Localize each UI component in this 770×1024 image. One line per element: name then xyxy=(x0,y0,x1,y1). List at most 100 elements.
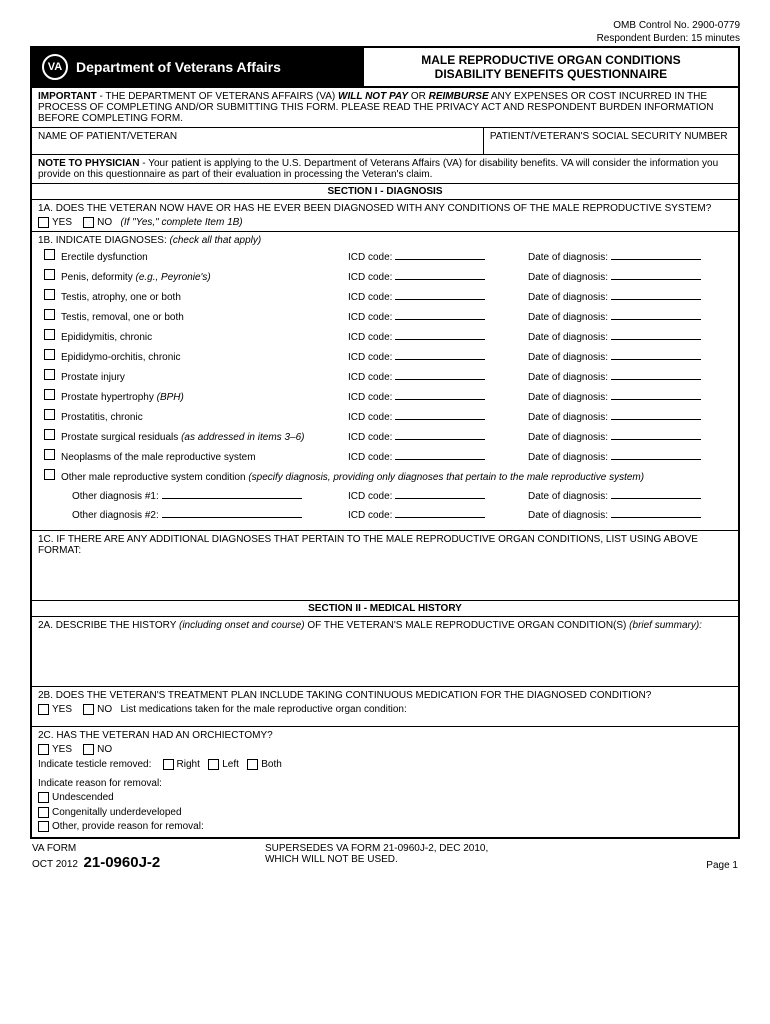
diag-icd-label-9: ICD code: xyxy=(348,432,392,443)
diag-icd-input-9[interactable] xyxy=(395,430,485,440)
other2-icd-label: ICD code: xyxy=(348,510,392,521)
diag-date-label-4: Date of diagnosis: xyxy=(528,332,608,343)
diag-date-label-9: Date of diagnosis: xyxy=(528,432,608,443)
q2c-text: 2C. HAS THE VETERAN HAD AN ORCHIECTOMY? xyxy=(38,730,732,741)
reason-undescended-checkbox[interactable] xyxy=(38,792,49,803)
diag-date-label-1: Date of diagnosis: xyxy=(528,272,608,283)
q2c-no-checkbox[interactable] xyxy=(83,744,94,755)
diag-checkbox-2[interactable] xyxy=(44,289,55,300)
diag-date-input-4[interactable] xyxy=(611,330,701,340)
testicle-right-checkbox[interactable] xyxy=(163,759,174,770)
diag-checkbox-4[interactable] xyxy=(44,329,55,340)
q1b-block: 1B. INDICATE DIAGNOSES: (check all that … xyxy=(32,232,738,531)
reason-undescended: Undescended xyxy=(52,793,114,804)
q2b-yes-checkbox[interactable] xyxy=(38,704,49,715)
diag-date-input-3[interactable] xyxy=(611,310,701,320)
note-label: NOTE TO PHYSICIAN xyxy=(38,158,140,169)
important-notice: IMPORTANT - THE DEPARTMENT OF VETERANS A… xyxy=(32,88,738,128)
diag-other-checkbox[interactable] xyxy=(44,469,55,480)
q1b-hint: (check all that apply) xyxy=(167,235,262,246)
section2-heading: SECTION II - MEDICAL HISTORY xyxy=(32,601,738,617)
patient-row: NAME OF PATIENT/VETERAN PATIENT/VETERAN'… xyxy=(32,128,738,155)
q1a-yes-checkbox[interactable] xyxy=(38,217,49,228)
dept-cell: VA Department of Veterans Affairs xyxy=(32,48,364,86)
footer-supersedes1: SUPERSEDES VA FORM 21-0960J-2, DEC 2010, xyxy=(265,843,505,854)
diag-icd-label-2: ICD code: xyxy=(348,292,392,303)
testicle-left-checkbox[interactable] xyxy=(208,759,219,770)
q2c-yes-checkbox[interactable] xyxy=(38,744,49,755)
patient-ssn-field[interactable]: PATIENT/VETERAN'S SOCIAL SECURITY NUMBER xyxy=(484,128,738,154)
q1a-yes-label: YES xyxy=(52,217,72,228)
other2-input[interactable] xyxy=(162,508,302,518)
diag-checkbox-9[interactable] xyxy=(44,429,55,440)
diag-date-input-7[interactable] xyxy=(611,390,701,400)
diag-date-input-8[interactable] xyxy=(611,410,701,420)
other1-date-input[interactable] xyxy=(611,489,701,499)
diag-icd-input-6[interactable] xyxy=(395,370,485,380)
diag-icd-input-4[interactable] xyxy=(395,330,485,340)
diag-checkbox-1[interactable] xyxy=(44,269,55,280)
reason-other-checkbox[interactable] xyxy=(38,821,49,832)
testicle-both-checkbox[interactable] xyxy=(247,759,258,770)
diag-date-input-5[interactable] xyxy=(611,350,701,360)
reason-congenital: Congenitally underdeveloped xyxy=(52,807,182,818)
form-container: VA Department of Veterans Affairs MALE R… xyxy=(30,46,740,839)
diag-icd-input-0[interactable] xyxy=(395,250,485,260)
diag-checkbox-6[interactable] xyxy=(44,369,55,380)
other-diag-1-row: Other diagnosis #1: ICD code: Date of di… xyxy=(38,486,732,505)
diag-date-input-0[interactable] xyxy=(611,250,701,260)
diag-date-input-1[interactable] xyxy=(611,270,701,280)
diag-date-input-6[interactable] xyxy=(611,370,701,380)
patient-ssn-label: PATIENT/VETERAN'S SOCIAL SECURITY NUMBER xyxy=(490,131,728,142)
diag-checkbox-10[interactable] xyxy=(44,449,55,460)
other2-date-label: Date of diagnosis: xyxy=(528,510,608,521)
diag-icd-label-3: ICD code: xyxy=(348,312,392,323)
burden-line: Respondent Burden: 15 minutes xyxy=(30,33,740,44)
diag-row-6: Prostate injuryICD code: Date of diagnos… xyxy=(38,366,732,386)
diag-checkbox-5[interactable] xyxy=(44,349,55,360)
patient-name-field[interactable]: NAME OF PATIENT/VETERAN xyxy=(32,128,484,154)
diag-icd-label-7: ICD code: xyxy=(348,392,392,403)
diag-date-input-10[interactable] xyxy=(611,450,701,460)
footer: VA FORM OCT 2012 21-0960J-2 SUPERSEDES V… xyxy=(30,843,740,871)
diag-icd-input-8[interactable] xyxy=(395,410,485,420)
q1a-hint: (If "Yes," complete Item 1B) xyxy=(120,217,242,228)
diag-checkbox-8[interactable] xyxy=(44,409,55,420)
testicle-right: Right xyxy=(177,759,200,770)
diag-date-input-2[interactable] xyxy=(611,290,701,300)
section1-heading: SECTION I - DIAGNOSIS xyxy=(32,184,738,200)
q2b-yes: YES xyxy=(52,704,72,715)
q2b-no-checkbox[interactable] xyxy=(83,704,94,715)
diag-icd-input-2[interactable] xyxy=(395,290,485,300)
other1-input[interactable] xyxy=(162,489,302,499)
footer-page: Page 1 xyxy=(706,860,738,871)
diag-row-9: Prostate surgical residuals (as addresse… xyxy=(38,426,732,446)
diag-icd-input-5[interactable] xyxy=(395,350,485,360)
footer-va-form: VA FORM xyxy=(32,843,265,854)
diag-checkbox-0[interactable] xyxy=(44,249,55,260)
q2a-row[interactable]: 2A. DESCRIBE THE HISTORY (including onse… xyxy=(32,617,738,687)
diag-date-label-3: Date of diagnosis: xyxy=(528,312,608,323)
q1a-no-checkbox[interactable] xyxy=(83,217,94,228)
diag-label-5: Epididymo-orchitis, chronic xyxy=(61,352,181,363)
diag-icd-input-1[interactable] xyxy=(395,270,485,280)
other2-label: Other diagnosis #2: xyxy=(72,510,159,521)
diag-row-1: Penis, deformity (e.g., Peyronie's)ICD c… xyxy=(38,266,732,286)
other2-date-input[interactable] xyxy=(611,508,701,518)
other1-icd-input[interactable] xyxy=(395,489,485,499)
q1c-text: 1C. IF THERE ARE ANY ADDITIONAL DIAGNOSE… xyxy=(38,534,698,556)
diag-checkbox-3[interactable] xyxy=(44,309,55,320)
reason-congenital-checkbox[interactable] xyxy=(38,807,49,818)
diag-date-input-9[interactable] xyxy=(611,430,701,440)
q2a-post: OF THE VETERAN'S MALE REPRODUCTIVE ORGAN… xyxy=(305,620,630,631)
diag-checkbox-7[interactable] xyxy=(44,389,55,400)
diag-icd-input-7[interactable] xyxy=(395,390,485,400)
q1c-row[interactable]: 1C. IF THERE ARE ANY ADDITIONAL DIAGNOSE… xyxy=(32,531,738,601)
other2-icd-input[interactable] xyxy=(395,508,485,518)
q2b-row: 2B. DOES THE VETERAN'S TREATMENT PLAN IN… xyxy=(32,687,738,727)
diag-other-label: Other male reproductive system condition xyxy=(61,472,248,483)
diag-icd-input-10[interactable] xyxy=(395,450,485,460)
diag-label-4: Epididymitis, chronic xyxy=(61,332,152,343)
diag-icd-input-3[interactable] xyxy=(395,310,485,320)
q1a-text: 1A. DOES THE VETERAN NOW HAVE OR HAS HE … xyxy=(38,203,732,214)
